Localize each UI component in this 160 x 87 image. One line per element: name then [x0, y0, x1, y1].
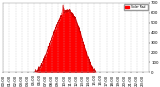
- Legend: Solar Rad.: Solar Rad.: [124, 4, 148, 10]
